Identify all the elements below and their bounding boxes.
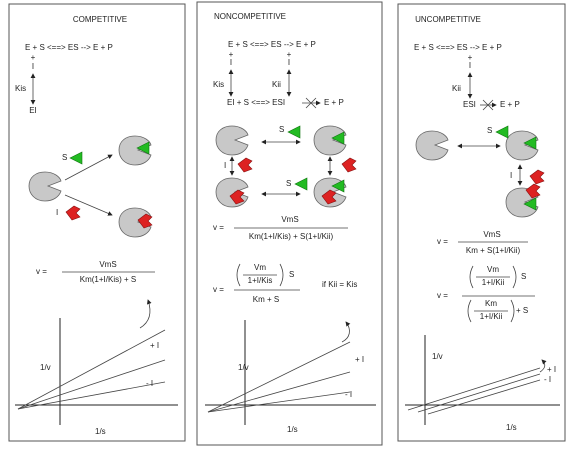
- reaction-scheme: E + S <==> ES --> E + P: [414, 43, 502, 52]
- panel-frame: [9, 4, 185, 441]
- inhibitor-symbol: I: [288, 58, 290, 67]
- inhibitor-symbol: I: [469, 61, 471, 70]
- substrate-label: S: [487, 126, 492, 135]
- factor: S: [521, 272, 526, 281]
- panel-title: NONCOMPETITIVE: [214, 12, 286, 21]
- inhibitor-label: I: [56, 208, 58, 217]
- reaction-product: E + P: [324, 98, 344, 107]
- substrate-label: S: [286, 179, 291, 188]
- factor: S: [289, 270, 294, 279]
- curve-label: - I: [146, 379, 153, 388]
- diagram: COMPETITIVE E + S <==> ES --> E + P + I …: [0, 0, 570, 450]
- equation-denominator: Km + S(1+I/Kii): [466, 246, 521, 255]
- equation-lhs: v =: [213, 285, 224, 294]
- reaction-scheme-bottom: ESI: [463, 100, 476, 109]
- inhibitor-label: I: [510, 171, 512, 180]
- condition: if Kii = Kis: [322, 280, 357, 289]
- plus-sign: +: [31, 53, 36, 62]
- panel-uncompetitive: UNCOMPETITIVE E + S <==> ES --> E + P + …: [398, 4, 565, 441]
- equation-denominator: Km + S: [253, 295, 279, 304]
- reaction-scheme: E + S <==> ES --> E + P: [228, 40, 316, 49]
- reaction-product: E + P: [500, 100, 520, 109]
- y-axis-label: 1/v: [238, 363, 249, 372]
- constant-label: Kii: [272, 80, 281, 89]
- curve-label: + I: [355, 355, 364, 364]
- complex-label: EI: [29, 106, 37, 115]
- panel-noncompetitive: NONCOMPETITIVE E + S <==> ES --> E + P +…: [197, 2, 382, 445]
- denominator-denominator: 1+I/Kii: [480, 312, 503, 321]
- curve-label: - I: [345, 390, 352, 399]
- equation-denominator: Km(1+I/Kis) + S: [80, 275, 136, 284]
- reaction-scheme: E + S <==> ES --> E + P: [25, 43, 113, 52]
- panel-title: UNCOMPETITIVE: [415, 15, 481, 24]
- inner-denominator: 1+I/Kis: [248, 276, 273, 285]
- equation-lhs: v =: [437, 237, 448, 246]
- equation-numerator: VmS: [99, 260, 116, 269]
- panel-frame: [398, 4, 565, 441]
- constant-label: Kis: [15, 84, 26, 93]
- inner-numerator: Vm: [254, 263, 266, 272]
- equation-lhs: v =: [36, 267, 47, 276]
- curve-label: - I: [544, 375, 551, 384]
- inner-numerator: Vm: [487, 265, 499, 274]
- x-axis-label: 1/s: [95, 427, 106, 436]
- inhibitor-symbol: I: [32, 62, 34, 71]
- constant-label: Kis: [213, 80, 224, 89]
- substrate-label: S: [279, 125, 284, 134]
- inhibitor-label: I: [224, 161, 226, 170]
- equation-numerator: VmS: [281, 215, 298, 224]
- panel-title: COMPETITIVE: [73, 15, 127, 24]
- substrate-label: S: [62, 153, 67, 162]
- y-axis-label: 1/v: [40, 363, 51, 372]
- equation-numerator: VmS: [483, 230, 500, 239]
- denominator-term: + S: [516, 306, 528, 315]
- panel-competitive: COMPETITIVE E + S <==> ES --> E + P + I …: [9, 4, 185, 441]
- x-axis-label: 1/s: [506, 423, 517, 432]
- equation-lhs: v =: [213, 223, 224, 232]
- equation-denominator: Km(1+I/Kis) + S(1+I/Kii): [249, 232, 334, 241]
- inhibitor-symbol: I: [230, 58, 232, 67]
- inner-denominator: 1+I/Kii: [482, 278, 505, 287]
- denominator-numerator: Km: [485, 299, 497, 308]
- x-axis-label: 1/s: [287, 425, 298, 434]
- curve-label: + I: [150, 341, 159, 350]
- y-axis-label: 1/v: [432, 352, 443, 361]
- constant-label: Kii: [452, 84, 461, 93]
- reaction-scheme-bottom: EI + S <==> ESI: [227, 98, 285, 107]
- curve-label: + I: [547, 365, 556, 374]
- equation-lhs: v =: [437, 291, 448, 300]
